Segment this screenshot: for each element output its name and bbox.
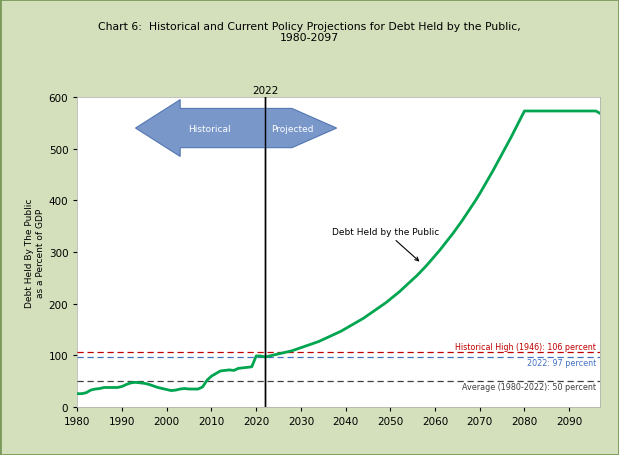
Text: Chart 6:  Historical and Current Policy Projections for Debt Held by the Public,: Chart 6: Historical and Current Policy P… bbox=[98, 22, 521, 43]
Text: Projected: Projected bbox=[271, 124, 313, 133]
Text: 2022: 97 percent: 2022: 97 percent bbox=[527, 358, 596, 367]
Y-axis label: Debt Held By The Public
as a Percent of GDP: Debt Held By The Public as a Percent of … bbox=[25, 198, 45, 307]
Text: Historical High (1946): 106 percent: Historical High (1946): 106 percent bbox=[455, 342, 596, 351]
Text: Average (1980-2022): 50 percent: Average (1980-2022): 50 percent bbox=[462, 383, 596, 391]
Polygon shape bbox=[136, 101, 337, 157]
Text: 2022: 2022 bbox=[252, 86, 279, 96]
Text: Historical: Historical bbox=[188, 124, 230, 133]
Text: Debt Held by the Public: Debt Held by the Public bbox=[332, 228, 439, 261]
